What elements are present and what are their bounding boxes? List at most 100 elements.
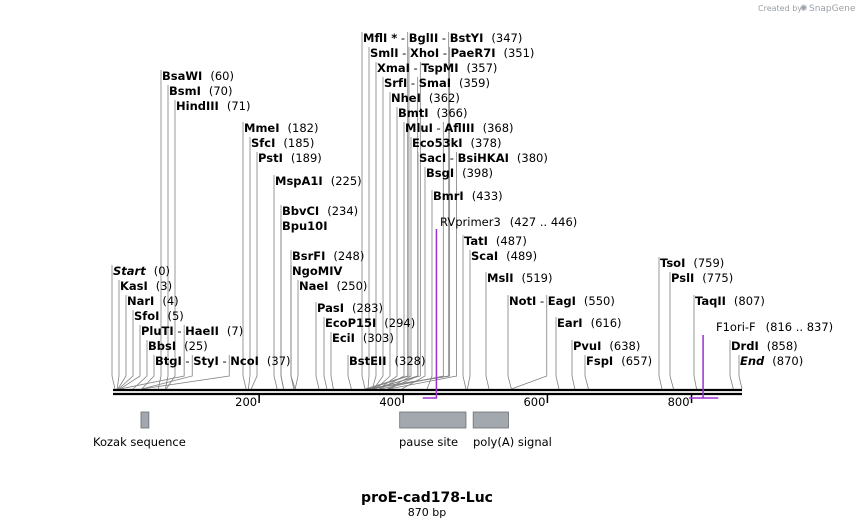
enzyme-name: BsgI bbox=[426, 166, 454, 180]
ruler-label: 600 bbox=[523, 395, 545, 409]
ruler: 200 400 600 800 bbox=[235, 394, 693, 409]
site-leader-line bbox=[467, 250, 471, 390]
enzyme-name: Eco53kI bbox=[412, 136, 463, 150]
enzyme-name: BglII bbox=[409, 31, 439, 45]
site-position: (7) bbox=[227, 324, 243, 338]
feature-box bbox=[399, 411, 467, 429]
site-separator: - bbox=[438, 31, 449, 45]
site-position: (362) bbox=[429, 91, 460, 105]
enzyme-name: HaeII bbox=[185, 324, 219, 338]
site-leader-line bbox=[380, 122, 444, 390]
site-separator: - bbox=[410, 61, 421, 75]
site-position: (616) bbox=[591, 316, 622, 330]
enzyme-name: XmaI bbox=[377, 61, 410, 75]
enzyme-name: PasI bbox=[317, 301, 344, 315]
site-position: (0) bbox=[154, 264, 170, 278]
site-position: (37) bbox=[267, 354, 291, 368]
site-position: (182) bbox=[288, 121, 319, 135]
enzyme-name: TspMI bbox=[421, 61, 458, 75]
site-leader-line bbox=[401, 167, 426, 390]
site-position: (60) bbox=[210, 69, 234, 83]
site-label: BsrFI (248) bbox=[292, 249, 364, 263]
enzyme-name: TaqII bbox=[695, 294, 726, 308]
site-label: Eco53kI (378) bbox=[412, 136, 501, 150]
enzyme-name: BmtI bbox=[398, 106, 429, 120]
site-leader-line bbox=[507, 295, 512, 390]
enzyme-name: PstI bbox=[258, 151, 283, 165]
sequence-backbone bbox=[113, 388, 742, 396]
enzyme-name: HindIII bbox=[176, 99, 219, 113]
primer-range: (427 .. 446) bbox=[510, 215, 578, 229]
enzyme-name: BmrI bbox=[433, 189, 464, 203]
site-separator: - bbox=[399, 46, 410, 60]
site-label: BtgI - StyI - NcoI (37) bbox=[155, 354, 291, 368]
enzyme-name: BsrFI bbox=[292, 249, 325, 263]
site-position: (283) bbox=[352, 301, 383, 315]
site-position: (225) bbox=[331, 174, 362, 188]
site-separator: - bbox=[407, 76, 418, 90]
enzyme-name: TsoI bbox=[660, 256, 685, 270]
site-label: SfoI (5) bbox=[134, 309, 184, 323]
site-leader-line bbox=[141, 355, 155, 390]
site-position: (398) bbox=[462, 166, 493, 180]
feature-label: poly(A) signal bbox=[473, 435, 552, 449]
enzyme-name: NheI bbox=[391, 91, 421, 105]
site-separator: - bbox=[182, 354, 193, 368]
enzyme-name: EarI bbox=[557, 316, 583, 330]
enzyme-name: BtgI bbox=[155, 354, 182, 368]
primer-label: F1ori-F (816 .. 837) bbox=[716, 320, 833, 334]
site-leader-line bbox=[387, 137, 412, 390]
site-position: (3) bbox=[156, 279, 172, 293]
site-leader-lines bbox=[111, 32, 743, 390]
site-leader-line bbox=[462, 235, 467, 390]
snapgene-logo-icon: ✺ bbox=[800, 4, 808, 14]
site-position: (550) bbox=[584, 294, 615, 308]
feature-label: pause site bbox=[399, 435, 458, 449]
site-position: (189) bbox=[291, 151, 322, 165]
site-position: (248) bbox=[333, 249, 364, 263]
site-label: SmlI - XhoI - PaeR7I (351) bbox=[370, 46, 534, 60]
site-label: PluTI - HaeII (7) bbox=[141, 324, 243, 338]
site-label: PslI (775) bbox=[671, 271, 733, 285]
site-label: BsgI (398) bbox=[426, 166, 493, 180]
site-leader-line bbox=[555, 317, 560, 390]
site-leader-line bbox=[141, 355, 193, 390]
site-position: (638) bbox=[609, 339, 640, 353]
site-separator: - bbox=[397, 31, 408, 45]
site-label: EarI (616) bbox=[557, 316, 622, 330]
enzyme-name: EagI bbox=[548, 294, 576, 308]
site-leader-line bbox=[247, 137, 251, 390]
site-position: (303) bbox=[363, 331, 394, 345]
enzyme-name: BsmI bbox=[169, 84, 201, 98]
enzyme-name: EciI bbox=[332, 331, 355, 345]
enzyme-name: MspA1I bbox=[275, 174, 323, 188]
enzyme-name: PvuI bbox=[573, 339, 601, 353]
site-leader-line bbox=[371, 62, 377, 390]
site-leader-line bbox=[132, 340, 148, 390]
site-leader-line bbox=[117, 295, 127, 390]
site-leader-line bbox=[584, 355, 589, 390]
site-leader-line bbox=[658, 257, 663, 390]
enzyme-name: StyI bbox=[193, 354, 219, 368]
enzyme-name: XhoI bbox=[410, 46, 439, 60]
site-leader-line bbox=[738, 355, 743, 390]
enzyme-name: MluI bbox=[405, 121, 433, 135]
site-label: NotI - EagI (550) bbox=[509, 294, 615, 308]
site-label: MmeI (182) bbox=[244, 121, 318, 135]
site-position: (5) bbox=[167, 309, 183, 323]
site-position: (775) bbox=[702, 271, 733, 285]
primer-arrow bbox=[422, 229, 438, 399]
site-label: SacI - BsiHKAI (380) bbox=[419, 151, 548, 165]
site-position: (351) bbox=[504, 46, 535, 60]
primer-label: RVprimer3 (427 .. 446) bbox=[440, 215, 577, 229]
credit-brand: SnapGene bbox=[809, 4, 855, 14]
site-label: BsmI (70) bbox=[169, 84, 232, 98]
enzyme-name: BsaWI bbox=[162, 69, 202, 83]
site-label: NaeI (250) bbox=[299, 279, 367, 293]
enzyme-name: AflIII bbox=[444, 121, 474, 135]
site-position: (4) bbox=[162, 294, 178, 308]
enzyme-name: SfoI bbox=[134, 309, 159, 323]
site-label: KasI (3) bbox=[120, 279, 172, 293]
site-label: PstI (189) bbox=[258, 151, 322, 165]
enzyme-name: BstYI bbox=[450, 31, 484, 45]
